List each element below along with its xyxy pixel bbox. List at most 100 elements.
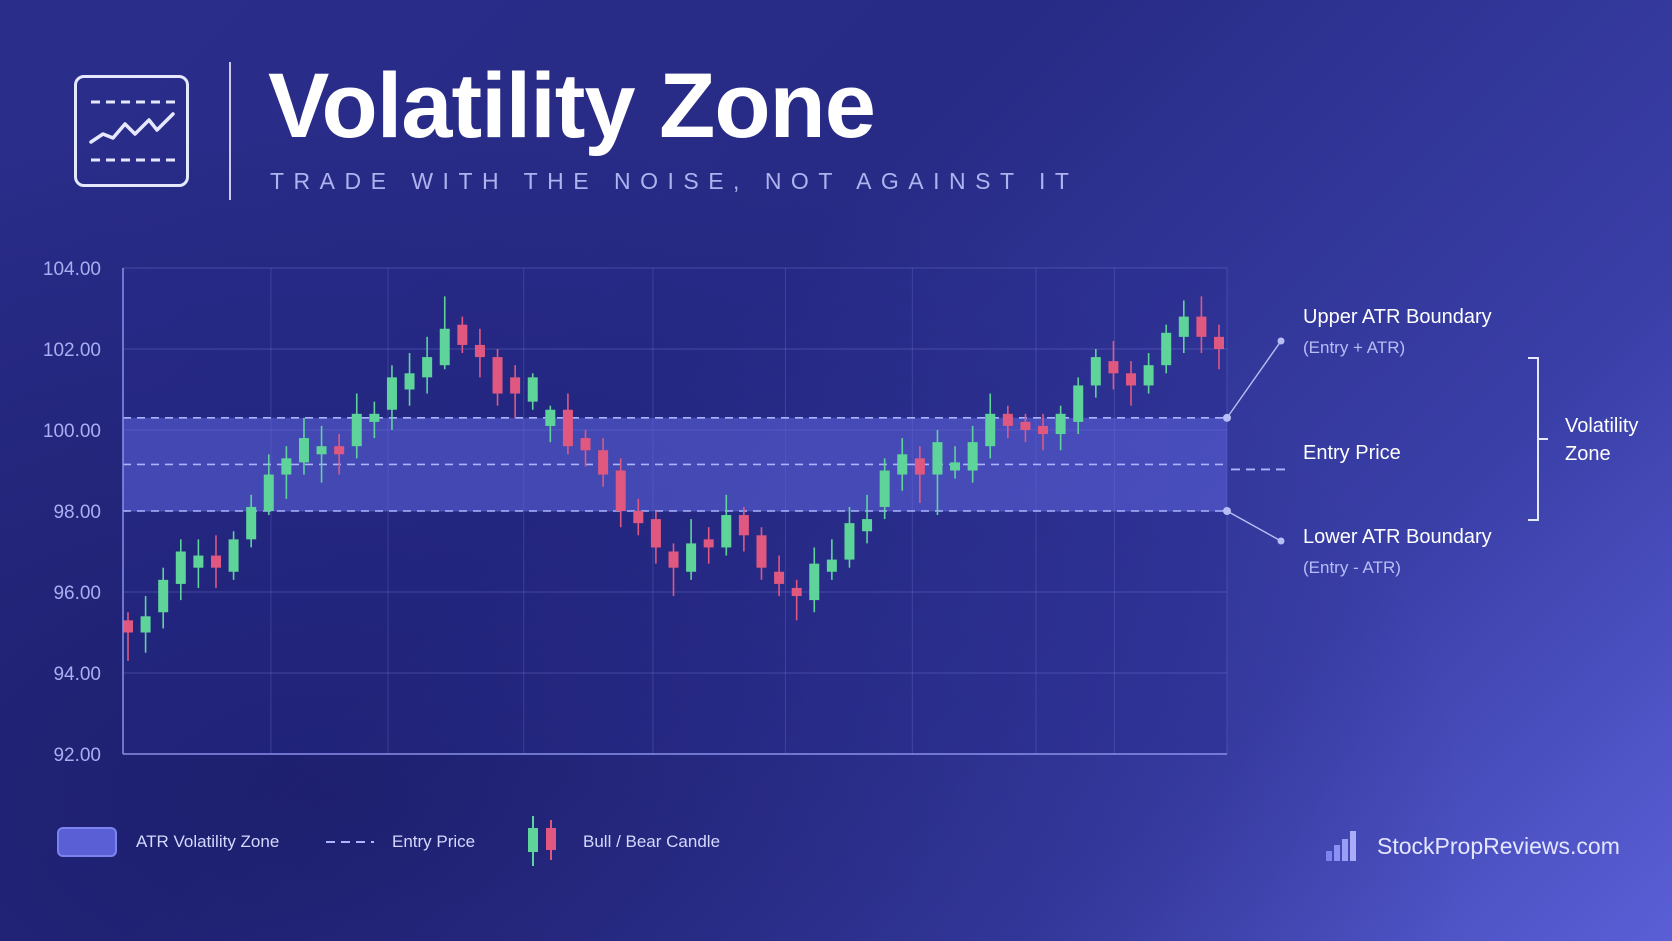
candle [369,401,380,439]
upper-boundary-title: Upper ATR Boundary [1303,306,1492,328]
candle-body [210,555,221,568]
candle-body [228,539,239,572]
candle-body [474,344,485,358]
candle [580,430,591,467]
candle [510,365,521,418]
candle-body [650,519,661,548]
candle [844,506,855,568]
candle [1055,405,1066,451]
candle [334,434,345,475]
candle [650,511,661,564]
lower-boundary-title: Lower ATR Boundary [1303,526,1492,548]
candle-body [967,442,978,471]
brand-name: StockPropReviews.com [1377,833,1620,859]
lower-connector-dot [1223,507,1231,515]
upper-boundary-subtitle: (Entry + ATR) [1303,338,1406,357]
y-tick-labels: 104.00 102.00 100.00 98.00 96.00 94.00 92.00 [43,259,101,766]
zone-bracket [1528,357,1548,521]
candle [158,567,169,629]
candle [298,417,309,475]
candle-body [826,559,837,572]
candle-body [950,462,961,471]
candle-body [862,519,873,532]
legend-zone-label: ATR Volatility Zone [136,832,280,851]
candle [228,531,239,580]
candles-group [123,296,1224,661]
candle-body [175,551,186,584]
candle-body [193,555,204,568]
page-subtitle: TRADE WITH THE NOISE, NOT AGAINST IT [270,168,1079,194]
candle [474,328,485,378]
candle [826,539,837,580]
candle [1214,324,1224,370]
candle [950,446,961,479]
candle [897,438,908,491]
candle-body [809,563,820,601]
candle [1161,324,1172,374]
candle-body [1073,385,1084,422]
candle-body [422,357,433,378]
candle [1178,300,1189,354]
candle [756,527,767,580]
candle-body [879,470,890,507]
title-divider [229,62,231,200]
candle-body [492,357,503,394]
candle [1002,405,1013,439]
candle-body [738,515,749,536]
candle [562,393,573,455]
candle-body [721,515,732,548]
candle [404,353,415,406]
candle [1108,340,1119,390]
y-tick-label: 92.00 [53,745,101,766]
candle-body [615,470,626,511]
candle [686,519,697,580]
candle [615,458,626,528]
zone-label-line2: Zone [1565,443,1611,465]
candle-body [316,446,327,455]
candle-body [1020,421,1031,430]
candle [791,579,802,621]
candle-body [404,373,415,390]
candle-body [158,579,169,613]
candle [1126,361,1137,406]
candle-body [1108,361,1119,374]
candle-body [1161,332,1172,366]
candle [633,498,644,536]
candle [668,543,679,597]
upper-connector-dot [1223,413,1231,422]
bar-chart-icon [1326,831,1356,861]
candle-body [369,413,380,422]
candle [439,296,450,370]
candle [281,446,292,499]
candle-body [246,506,257,540]
annotation-connectors [1223,337,1288,545]
candle-body [386,377,397,410]
candle [703,527,714,564]
candle [422,336,433,394]
candle-body [1055,413,1066,435]
upper-connector-end [1277,337,1285,345]
y-tick-label: 98.00 [53,502,101,523]
candle-body [1002,413,1013,426]
candle-body [774,571,785,584]
candle-body [439,328,450,366]
chart-line-icon [74,75,189,187]
candle-body [633,511,644,524]
candle-body [545,409,556,426]
candle-body [263,474,274,511]
candle-body [1090,357,1101,386]
candle [1073,377,1084,435]
candle [193,539,204,588]
candle [140,596,151,653]
zone-label-line1: Volatility [1565,415,1639,437]
candle-body [897,454,908,475]
candle [862,494,873,544]
legend-candle-label: Bull / Bear Candle [583,832,721,851]
candle-body [580,438,591,451]
candle-body [756,535,767,568]
candle [774,555,785,597]
candle-body [791,587,802,597]
candle [809,547,820,613]
lower-boundary-subtitle: (Entry - ATR) [1303,558,1401,577]
